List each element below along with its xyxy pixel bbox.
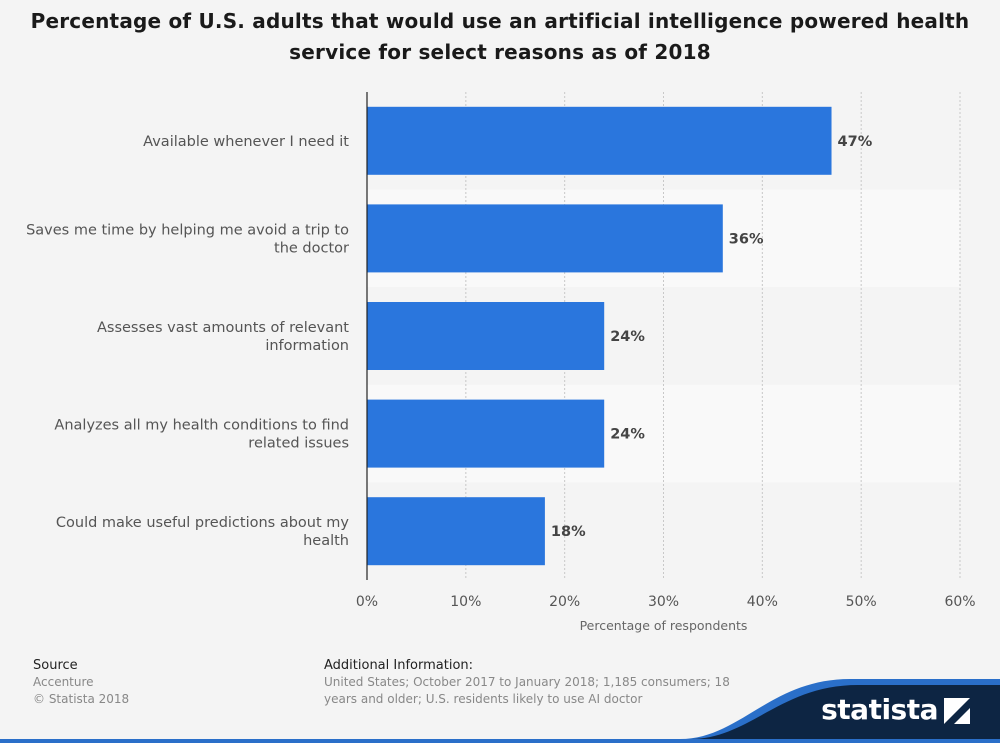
x-tick-label: 60% [944, 594, 975, 610]
bar-value-label: 24% [610, 329, 645, 345]
bar-value-label: 18% [551, 524, 586, 540]
category-label: Could make useful predictions about my [56, 515, 350, 531]
category-label: Analyzes all my health conditions to fin… [54, 418, 349, 434]
logo-background [680, 679, 1000, 739]
bar [367, 204, 723, 273]
source-block: Source Accenture © Statista 2018 [33, 657, 129, 708]
category-label: Saves me time by helping me avoid a trip… [26, 222, 349, 238]
statista-logo[interactable]: statista [821, 693, 938, 726]
x-tick-label: 30% [648, 594, 679, 610]
bar [367, 106, 832, 175]
x-tick-label: 0% [356, 594, 378, 610]
bar [367, 302, 605, 370]
category-label: related issues [248, 436, 349, 452]
chart-title: Percentage of U.S. adults that would use… [0, 6, 1000, 68]
chart-title-line-1: Percentage of U.S. adults that would use… [30, 9, 970, 33]
additional-info-text: United States; October 2017 to January 2… [324, 675, 730, 706]
bar [367, 497, 545, 566]
x-tick-label: 10% [450, 594, 481, 610]
statista-logo-icon [944, 698, 970, 724]
source-heading: Source [33, 658, 78, 673]
x-tick-label: 20% [549, 594, 580, 610]
category-label: Assesses vast amounts of relevant [97, 320, 349, 336]
x-tick-label: 40% [747, 594, 778, 610]
bar [367, 399, 605, 468]
brand-bar [0, 739, 1000, 743]
additional-info-block: Additional Information: United States; O… [324, 657, 754, 708]
copyright-line: © Statista 2018 [33, 692, 130, 706]
bar-value-label: 24% [610, 427, 645, 443]
bar-value-label: 36% [729, 231, 764, 247]
bar-chart: 47% Available whenever I need it 36% Saves … [26, 92, 976, 633]
category-label: Available whenever I need it [143, 134, 349, 150]
category-label: health [303, 533, 349, 549]
bar-value-label: 47% [838, 134, 873, 150]
chart-title-line-2: service for select reasons as of 2018 [289, 40, 711, 64]
category-label: information [265, 338, 349, 354]
additional-info-heading: Additional Information: [324, 658, 474, 673]
x-tick-label: 50% [846, 594, 877, 610]
category-label: the doctor [274, 240, 349, 256]
source-line: Accenture [33, 675, 94, 689]
x-axis-title: Percentage of respondents [580, 618, 748, 633]
